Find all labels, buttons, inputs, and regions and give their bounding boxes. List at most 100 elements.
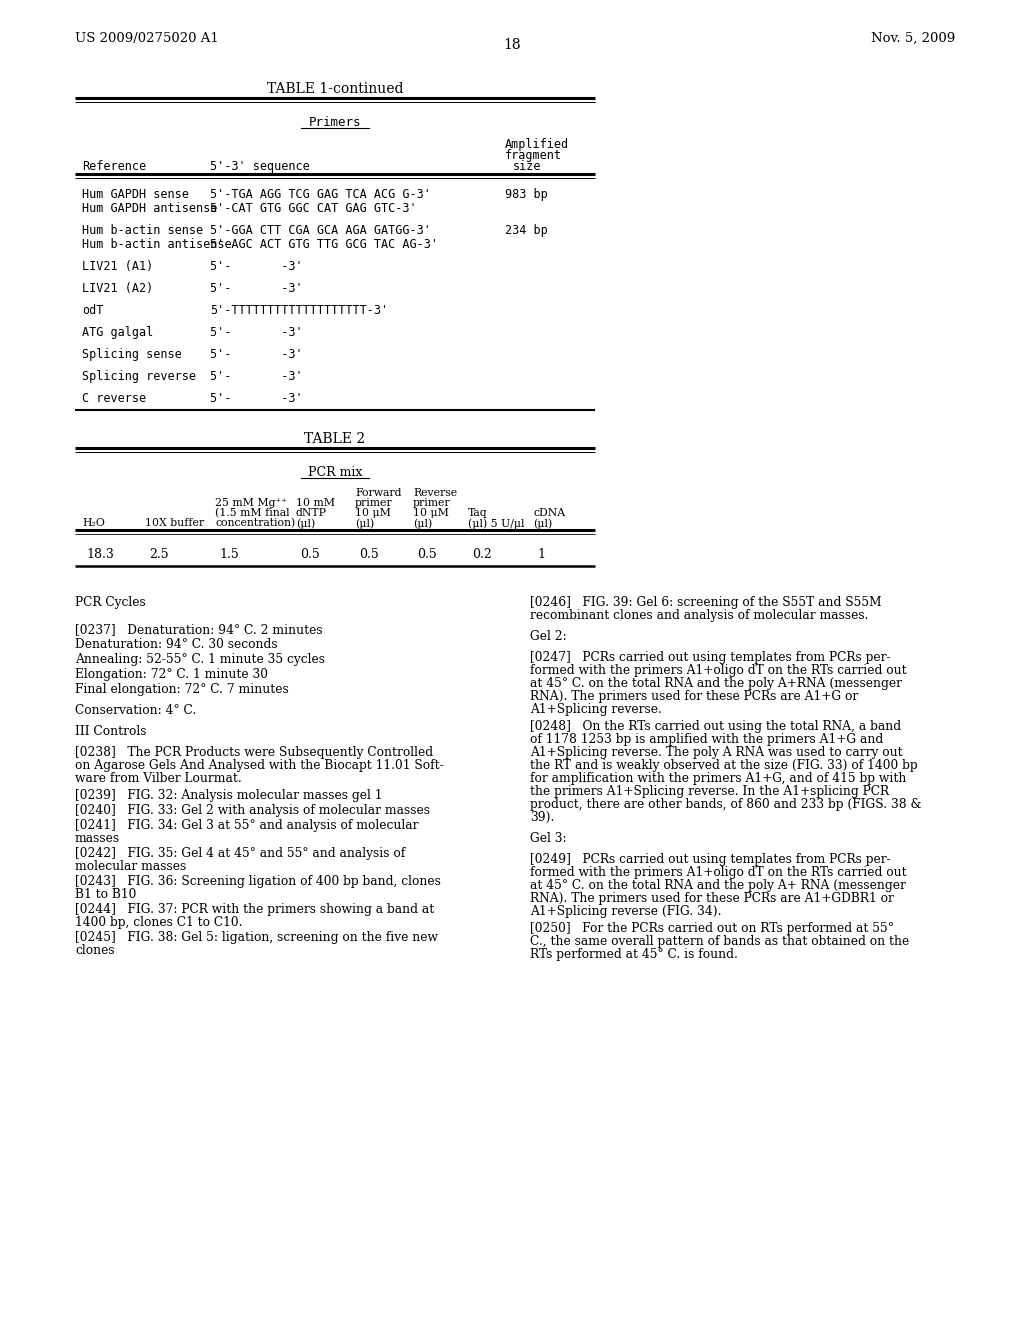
Text: [0246]   FIG. 39: Gel 6: screening of the S55T and S55M: [0246] FIG. 39: Gel 6: screening of the … <box>530 597 882 609</box>
Text: Splicing reverse: Splicing reverse <box>82 370 196 383</box>
Text: Amplified: Amplified <box>505 139 569 150</box>
Text: 5'-       -3': 5'- -3' <box>210 326 303 339</box>
Text: Conservation: 4° C.: Conservation: 4° C. <box>75 704 197 717</box>
Text: RNA). The primers used for these PCRs are A1+GDBR1 or: RNA). The primers used for these PCRs ar… <box>530 892 894 906</box>
Text: 0.5: 0.5 <box>300 548 319 561</box>
Text: Final elongation: 72° C. 7 minutes: Final elongation: 72° C. 7 minutes <box>75 682 289 696</box>
Text: A1+Splicing reverse.: A1+Splicing reverse. <box>530 704 662 715</box>
Text: 5'-CAT GTG GGC CAT GAG GTC-3': 5'-CAT GTG GGC CAT GAG GTC-3' <box>210 202 417 215</box>
Text: [0250]   For the PCRs carried out on RTs performed at 55°: [0250] For the PCRs carried out on RTs p… <box>530 921 894 935</box>
Text: [0240]   FIG. 33: Gel 2 with analysis of molecular masses: [0240] FIG. 33: Gel 2 with analysis of m… <box>75 804 430 817</box>
Text: C., the same overall pattern of bands as that obtained on the: C., the same overall pattern of bands as… <box>530 935 909 948</box>
Text: LIV21 (A1): LIV21 (A1) <box>82 260 154 273</box>
Text: (μl) 5 U/μl: (μl) 5 U/μl <box>468 517 524 528</box>
Text: US 2009/0275020 A1: US 2009/0275020 A1 <box>75 32 219 45</box>
Text: [0249]   PCRs carried out using templates from PCRs per-: [0249] PCRs carried out using templates … <box>530 853 891 866</box>
Text: B1 to B10: B1 to B10 <box>75 888 136 902</box>
Text: 5'-AGC ACT GTG TTG GCG TAC AG-3': 5'-AGC ACT GTG TTG GCG TAC AG-3' <box>210 238 438 251</box>
Text: cDNA: cDNA <box>534 508 565 517</box>
Text: 10 μM: 10 μM <box>413 508 449 517</box>
Text: Hum b-actin sense: Hum b-actin sense <box>82 224 203 238</box>
Text: formed with the primers A1+oligo dT on the RTs carried out: formed with the primers A1+oligo dT on t… <box>530 866 906 879</box>
Text: ware from Vilber Lourmat.: ware from Vilber Lourmat. <box>75 772 242 785</box>
Text: concentration): concentration) <box>215 517 295 528</box>
Text: at 45° C. on the total RNA and the poly A+ RNA (messenger: at 45° C. on the total RNA and the poly … <box>530 879 906 892</box>
Text: 0.5: 0.5 <box>417 548 437 561</box>
Text: ATG galgal: ATG galgal <box>82 326 154 339</box>
Text: for amplification with the primers A1+G, and of 415 bp with: for amplification with the primers A1+G,… <box>530 772 906 785</box>
Text: [0247]   PCRs carried out using templates from PCRs per-: [0247] PCRs carried out using templates … <box>530 651 891 664</box>
Text: Reverse: Reverse <box>413 488 457 498</box>
Text: 18.3: 18.3 <box>86 548 114 561</box>
Text: 5'-3' sequence: 5'-3' sequence <box>210 160 309 173</box>
Text: odT: odT <box>82 304 103 317</box>
Text: 39).: 39). <box>530 810 554 824</box>
Text: C reverse: C reverse <box>82 392 146 405</box>
Text: [0238]   The PCR Products were Subsequently Controlled: [0238] The PCR Products were Subsequentl… <box>75 746 433 759</box>
Text: Forward: Forward <box>355 488 401 498</box>
Text: formed with the primers A1+oligo dT on the RTs carried out: formed with the primers A1+oligo dT on t… <box>530 664 906 677</box>
Text: primer: primer <box>355 498 392 508</box>
Text: [0242]   FIG. 35: Gel 4 at 45° and 55° and analysis of: [0242] FIG. 35: Gel 4 at 45° and 55° and… <box>75 847 406 861</box>
Text: A1+Splicing reverse. The poly A RNA was used to carry out: A1+Splicing reverse. The poly A RNA was … <box>530 746 902 759</box>
Text: 2.5: 2.5 <box>150 548 169 561</box>
Text: 1: 1 <box>537 548 545 561</box>
Text: Splicing sense: Splicing sense <box>82 348 181 360</box>
Text: Annealing: 52-55° C. 1 minute 35 cycles: Annealing: 52-55° C. 1 minute 35 cycles <box>75 653 325 667</box>
Text: 25 mM Mg⁺⁺: 25 mM Mg⁺⁺ <box>215 498 287 508</box>
Text: the primers A1+Splicing reverse. In the A1+splicing PCR: the primers A1+Splicing reverse. In the … <box>530 785 889 799</box>
Text: PCR mix: PCR mix <box>308 466 362 479</box>
Text: primer: primer <box>413 498 451 508</box>
Text: Hum GAPDH sense: Hum GAPDH sense <box>82 187 188 201</box>
Text: III Controls: III Controls <box>75 725 146 738</box>
Text: on Agarose Gels And Analysed with the Biocapt 11.01 Soft-: on Agarose Gels And Analysed with the Bi… <box>75 759 443 772</box>
Text: [0243]   FIG. 36: Screening ligation of 400 bp band, clones: [0243] FIG. 36: Screening ligation of 40… <box>75 875 441 888</box>
Text: TABLE 1-continued: TABLE 1-continued <box>266 82 403 96</box>
Text: size: size <box>513 160 542 173</box>
Text: clones: clones <box>75 944 115 957</box>
Text: PCR Cycles: PCR Cycles <box>75 597 145 609</box>
Text: 0.2: 0.2 <box>472 548 492 561</box>
Text: 5'-TGA AGG TCG GAG TCA ACG G-3': 5'-TGA AGG TCG GAG TCA ACG G-3' <box>210 187 431 201</box>
Text: Hum b-actin antisense: Hum b-actin antisense <box>82 238 231 251</box>
Text: at 45° C. on the total RNA and the poly A+RNA (messenger: at 45° C. on the total RNA and the poly … <box>530 677 902 690</box>
Text: (1.5 mM final: (1.5 mM final <box>215 508 290 519</box>
Text: LIV21 (A2): LIV21 (A2) <box>82 282 154 294</box>
Text: (μl): (μl) <box>296 517 315 528</box>
Text: the RT and is weakly observed at the size (FIG. 33) of 1400 bp: the RT and is weakly observed at the siz… <box>530 759 918 772</box>
Text: masses: masses <box>75 832 120 845</box>
Text: product, there are other bands, of 860 and 233 bp (FIGS. 38 &: product, there are other bands, of 860 a… <box>530 799 922 810</box>
Text: Nov. 5, 2009: Nov. 5, 2009 <box>870 32 955 45</box>
Text: of 1178 1253 bp is amplified with the primers A1+G and: of 1178 1253 bp is amplified with the pr… <box>530 733 884 746</box>
Text: TABLE 2: TABLE 2 <box>304 432 366 446</box>
Text: (μl): (μl) <box>355 517 374 528</box>
Text: 0.5: 0.5 <box>359 548 379 561</box>
Text: molecular masses: molecular masses <box>75 861 186 873</box>
Text: Elongation: 72° C. 1 minute 30: Elongation: 72° C. 1 minute 30 <box>75 668 268 681</box>
Text: (μl): (μl) <box>534 517 552 528</box>
Text: H₂O: H₂O <box>82 517 104 528</box>
Text: fragment: fragment <box>505 149 562 162</box>
Text: 5'-       -3': 5'- -3' <box>210 260 303 273</box>
Text: 234 bp: 234 bp <box>505 224 548 238</box>
Text: 983 bp: 983 bp <box>505 187 548 201</box>
Text: Reference: Reference <box>82 160 146 173</box>
Text: recombinant clones and analysis of molecular masses.: recombinant clones and analysis of molec… <box>530 609 868 622</box>
Text: Primers: Primers <box>309 116 361 129</box>
Text: (μl): (μl) <box>413 517 432 528</box>
Text: A1+Splicing reverse (FIG. 34).: A1+Splicing reverse (FIG. 34). <box>530 906 722 917</box>
Text: [0241]   FIG. 34: Gel 3 at 55° and analysis of molecular: [0241] FIG. 34: Gel 3 at 55° and analysi… <box>75 818 419 832</box>
Text: [0245]   FIG. 38: Gel 5: ligation, screening on the five new: [0245] FIG. 38: Gel 5: ligation, screeni… <box>75 931 438 944</box>
Text: 5'-GGA CTT CGA GCA AGA GATGG-3': 5'-GGA CTT CGA GCA AGA GATGG-3' <box>210 224 431 238</box>
Text: [0244]   FIG. 37: PCR with the primers showing a band at: [0244] FIG. 37: PCR with the primers sho… <box>75 903 434 916</box>
Text: 5'-       -3': 5'- -3' <box>210 392 303 405</box>
Text: 5'-TTTTTTTTTTTTTTTTTTT-3': 5'-TTTTTTTTTTTTTTTTTTT-3' <box>210 304 388 317</box>
Text: 1.5: 1.5 <box>219 548 239 561</box>
Text: Hum GAPDH antisense: Hum GAPDH antisense <box>82 202 217 215</box>
Text: Gel 3:: Gel 3: <box>530 832 566 845</box>
Text: [0248]   On the RTs carried out using the total RNA, a band: [0248] On the RTs carried out using the … <box>530 719 901 733</box>
Text: [0239]   FIG. 32: Analysis molecular masses gel 1: [0239] FIG. 32: Analysis molecular masse… <box>75 789 383 803</box>
Text: Taq: Taq <box>468 508 487 517</box>
Text: RNA). The primers used for these PCRs are A1+G or: RNA). The primers used for these PCRs ar… <box>530 690 858 704</box>
Text: 1400 bp, clones C1 to C10.: 1400 bp, clones C1 to C10. <box>75 916 243 929</box>
